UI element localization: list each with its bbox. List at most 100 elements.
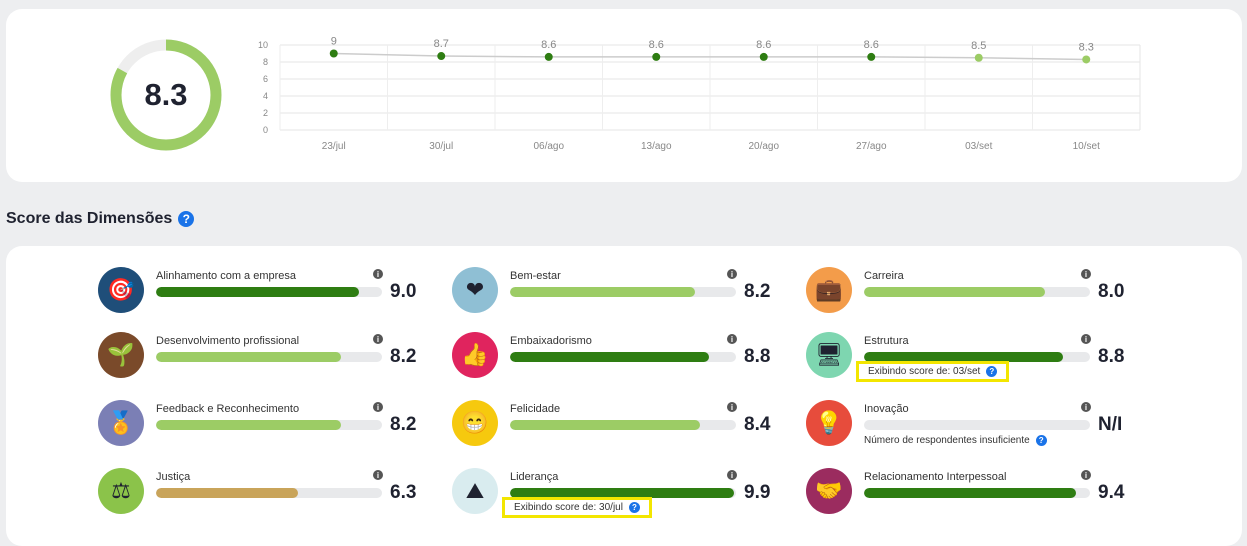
dimension-bar <box>156 488 382 498</box>
dimension-item[interactable]: ⚖ Justiça i 6.3 <box>98 468 428 526</box>
dimension-item[interactable]: 🖥 Estrutura i 8.8 Exibindo score de: 03/set? <box>806 332 1136 390</box>
dimension-note: Número de respondentes insuficiente? <box>864 435 1047 446</box>
data-point <box>652 52 661 61</box>
dimension-score: 9.9 <box>744 482 771 503</box>
x-tick-label: 13/ago <box>641 141 672 152</box>
x-tick-label: 20/ago <box>748 141 779 152</box>
data-label: 8.6 <box>649 39 664 51</box>
data-label: 8.6 <box>541 39 556 51</box>
dimension-icon: 💡 <box>806 400 852 446</box>
data-point <box>867 52 876 61</box>
data-point <box>759 52 768 61</box>
dimension-icon: ❤ <box>452 267 498 313</box>
dimension-bar-fill <box>864 488 1077 498</box>
dimension-name: Estrutura <box>864 335 909 347</box>
data-label: 8.3 <box>1079 41 1094 53</box>
info-icon[interactable]: i <box>1081 402 1091 412</box>
dimension-item[interactable]: 👍 Embaixadorismo i 8.8 <box>452 332 782 390</box>
dimension-name: Liderança <box>510 471 559 483</box>
dimension-note-text: Número de respondentes insuficiente <box>864 435 1030 446</box>
y-tick-label: 0 <box>263 125 268 135</box>
dimension-bar <box>156 420 382 430</box>
dimension-score: 9.4 <box>1098 482 1125 503</box>
dimension-item[interactable]: 🏅 Feedback e Reconhecimento i 8.2 <box>98 400 428 458</box>
dimension-icon: 🏅 <box>98 400 144 446</box>
info-icon[interactable]: i <box>373 334 383 344</box>
dimension-bar <box>864 420 1090 430</box>
dimension-score: 8.2 <box>390 346 417 367</box>
data-label: 8.6 <box>864 39 879 51</box>
data-label: 9 <box>331 36 337 48</box>
dimension-bar <box>156 352 382 362</box>
dimension-icon: 👍 <box>452 332 498 378</box>
info-icon[interactable]: i <box>727 470 737 480</box>
dimension-bar-fill <box>510 287 696 297</box>
dimension-icon: ⛰ <box>452 468 498 514</box>
dimension-name: Bem-estar <box>510 270 561 282</box>
dimension-score: 8.8 <box>744 346 771 367</box>
x-tick-label: 27/ago <box>856 141 887 152</box>
dimension-name: Carreira <box>864 270 904 282</box>
dimension-item[interactable]: 🎯 Alinhamento com a empresa i 9.0 <box>98 267 428 325</box>
dimension-bar <box>510 420 736 430</box>
dimension-bar-fill <box>864 287 1045 297</box>
dimension-item[interactable]: 🌱 Desenvolvimento profissional i 8.2 <box>98 332 428 390</box>
section-title-text: Score das Dimensões <box>6 210 173 227</box>
info-icon[interactable]: i <box>727 269 737 279</box>
info-icon[interactable]: i <box>373 470 383 480</box>
info-icon[interactable]: i <box>727 334 737 344</box>
dimension-name: Alinhamento com a empresa <box>156 270 297 282</box>
dimension-score: 8.2 <box>390 414 417 435</box>
dimension-bar <box>510 287 736 297</box>
data-label: 8.7 <box>434 38 449 50</box>
info-icon[interactable]: i <box>373 402 383 412</box>
dimension-score: 8.8 <box>1098 346 1125 367</box>
dimension-item[interactable]: ❤ Bem-estar i 8.2 <box>452 267 782 325</box>
section-title: Score das Dimensões ? <box>6 210 195 228</box>
data-point <box>544 52 553 61</box>
dimension-bar-fill <box>864 352 1063 362</box>
dimension-name: Relacionamento Interpessoal <box>864 471 1007 483</box>
x-tick-label: 10/set <box>1073 141 1100 152</box>
dimension-score: 8.4 <box>744 414 771 435</box>
dimension-item[interactable]: 😁 Felicidade i 8.4 <box>452 400 782 458</box>
dimension-bar-fill <box>156 287 360 297</box>
data-point <box>437 52 446 61</box>
dimension-icon: 💼 <box>806 267 852 313</box>
dimension-score: 6.3 <box>390 482 417 503</box>
data-point <box>1082 55 1091 64</box>
dimension-bar-fill <box>156 420 342 430</box>
info-icon[interactable]: i <box>727 402 737 412</box>
dimension-score: 8.0 <box>1098 281 1125 302</box>
x-tick-label: 23/jul <box>322 141 346 152</box>
dimension-icon: 🤝 <box>806 468 852 514</box>
dimension-bar-fill <box>156 352 342 362</box>
info-icon[interactable]: i <box>1081 470 1091 480</box>
dimension-name: Felicidade <box>510 403 561 415</box>
dimension-item[interactable]: ⛰ Liderança i 9.9 Exibindo score de: 30/jul? <box>452 468 782 526</box>
dimension-note-text: Exibindo score de: 03/set <box>868 366 981 377</box>
dimension-bar <box>510 488 736 498</box>
help-icon[interactable]: ? <box>986 366 998 377</box>
info-icon[interactable]: i <box>1081 334 1091 344</box>
dimension-bar <box>510 352 736 362</box>
score-history-chart: 10 8 6 4 2 0 9 23/jul 8.7 30/jul 8.6 06/ago 8.6 13/ag… <box>258 36 1141 152</box>
dimension-note: Exibindo score de: 30/jul? <box>502 497 652 518</box>
dimension-item[interactable]: 💼 Carreira i 8.0 <box>806 267 1136 325</box>
dimension-icon: 🎯 <box>98 267 144 313</box>
info-icon[interactable]: i <box>373 269 383 279</box>
dimension-item[interactable]: 💡 Inovação i N/I Número de respondentes insu… <box>806 400 1136 458</box>
dimension-score: 8.2 <box>744 281 771 302</box>
help-icon[interactable]: ? <box>1035 435 1047 446</box>
overall-score-value: 8.3 <box>144 77 188 112</box>
y-tick-label: 6 <box>263 74 268 84</box>
help-icon[interactable]: ? <box>628 502 640 513</box>
dimension-name: Inovação <box>864 403 909 415</box>
help-icon[interactable]: ? <box>178 211 195 227</box>
dimension-name: Justiça <box>156 471 191 483</box>
x-tick-label: 06/ago <box>533 141 564 152</box>
data-point <box>974 53 983 62</box>
info-icon[interactable]: i <box>1081 269 1091 279</box>
x-tick-label: 30/jul <box>429 141 453 152</box>
dimension-item[interactable]: 🤝 Relacionamento Interpessoal i 9.4 <box>806 468 1136 526</box>
